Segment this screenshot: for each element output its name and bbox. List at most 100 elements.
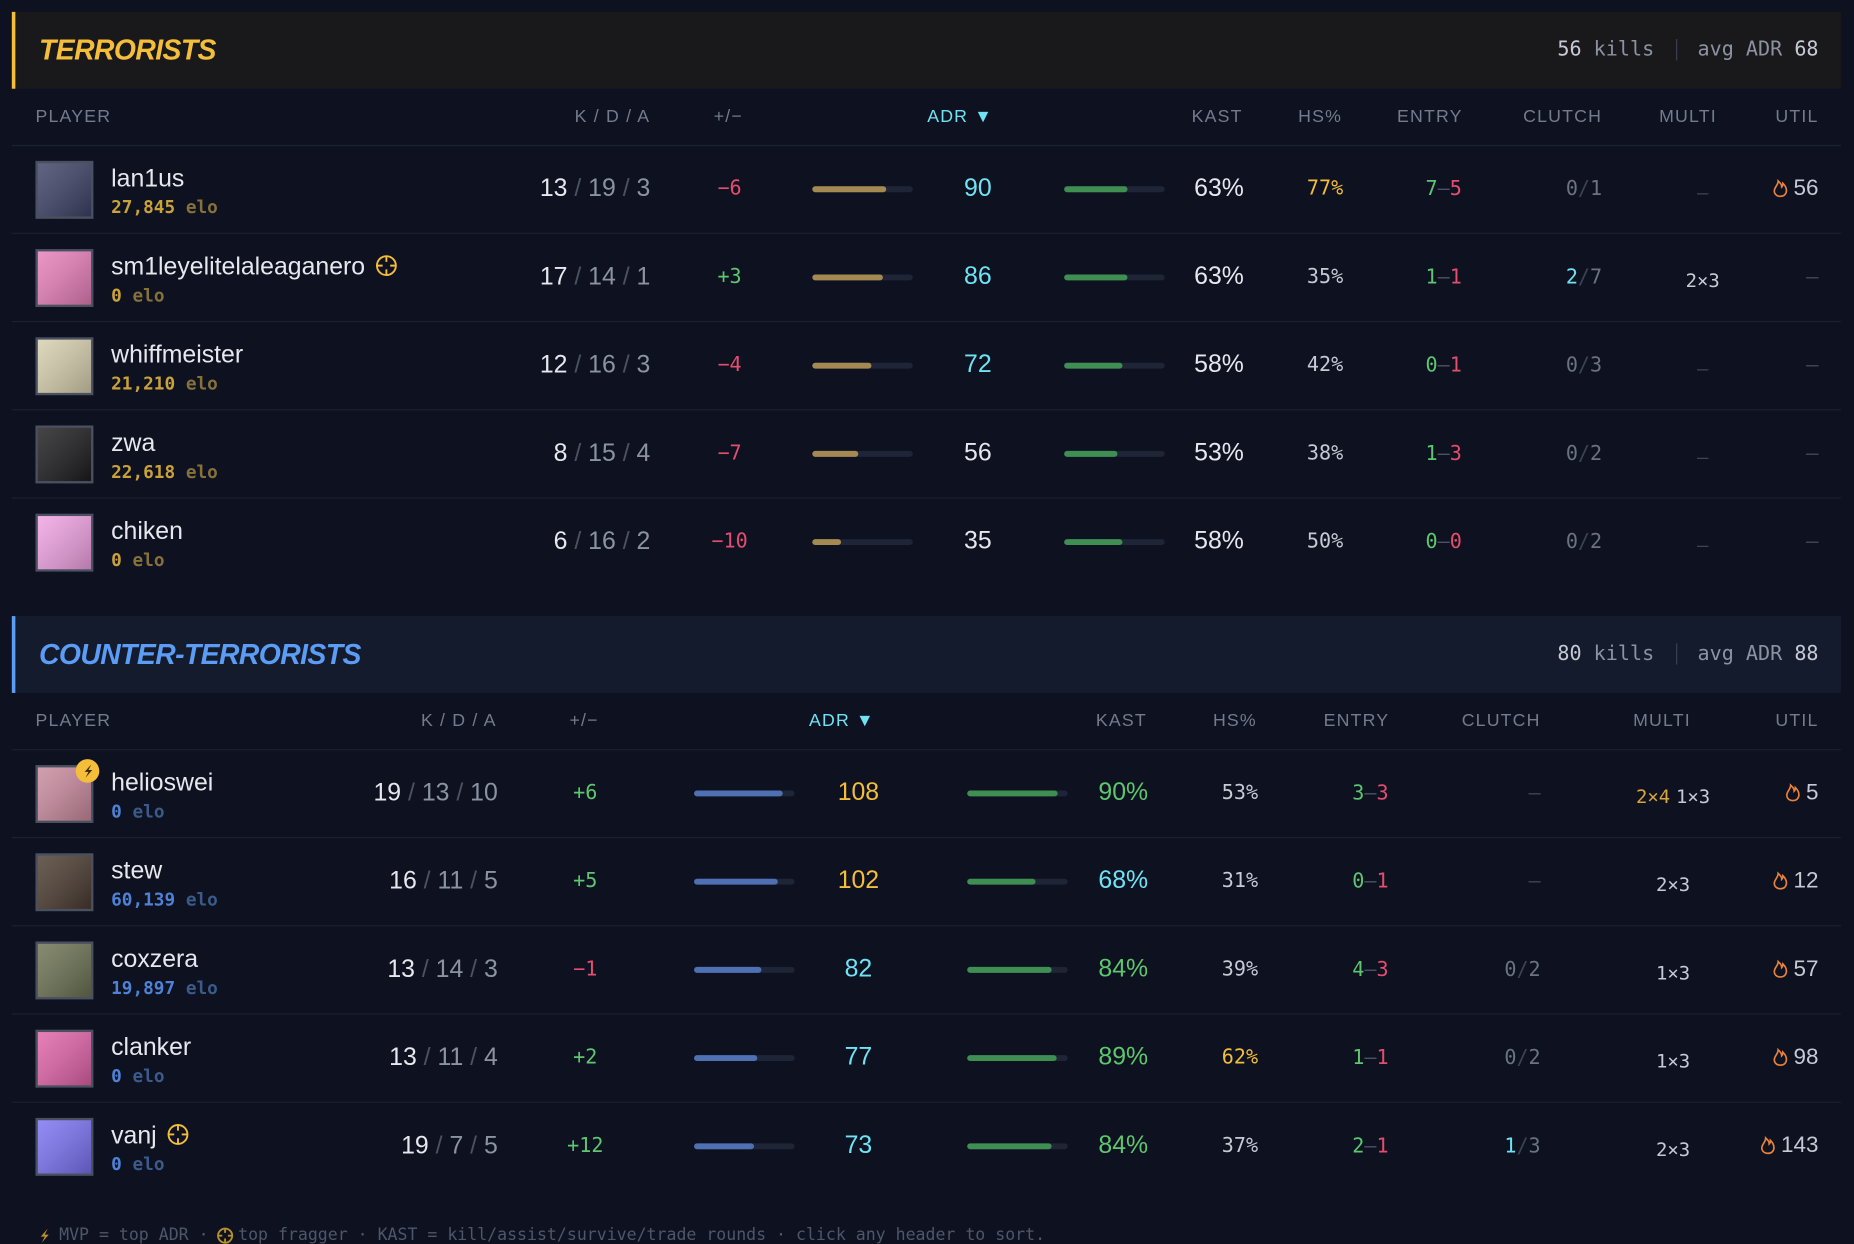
hs-value: 37% <box>1222 1133 1258 1157</box>
multi-kill: — <box>1697 358 1709 380</box>
kast-value: 68% <box>1098 867 1148 894</box>
column-header[interactable]: MULTI <box>1633 710 1691 730</box>
multi-kill: 2×3 <box>1686 269 1720 291</box>
clutch: 0/1 <box>1566 176 1602 200</box>
kda: 16 / 11 / 5 <box>389 867 498 894</box>
adr-value: 86 <box>964 263 992 290</box>
kda: 19 / 7 / 5 <box>401 1132 498 1159</box>
util-icon <box>1773 959 1788 978</box>
util-icon <box>1761 1136 1775 1155</box>
multi: — <box>1697 446 1709 468</box>
util: – <box>1806 440 1819 465</box>
adr-bar <box>812 362 872 369</box>
player-name: vanj <box>111 1122 157 1149</box>
footer-text: top fragger · KAST = kill/assist/survive… <box>238 1225 1045 1244</box>
entry: 1–1 <box>1426 264 1462 288</box>
util-icon <box>1773 871 1788 890</box>
entry: 1–3 <box>1426 440 1462 464</box>
column-header[interactable]: HS% <box>1213 710 1257 730</box>
player-name: chiken <box>111 518 183 545</box>
kast-value: 84% <box>1098 1132 1148 1159</box>
kda: 13 / 14 / 3 <box>387 955 497 982</box>
player-row[interactable]: zwa 22,618 elo 8 / 15 / 4 −7 56 53% 38% 1–3 0/2 —… <box>11 425 1841 499</box>
player-row[interactable]: whiffmeister 21,210 elo 12 / 16 / 3 −4 72 58%… <box>11 337 1841 411</box>
adr-value: 73 <box>845 1132 873 1159</box>
util-icon <box>1786 783 1800 802</box>
team-table: COUNTER-TERRORISTS 80 kills avg ADR 88 PLAY… <box>11 616 1841 1176</box>
column-header[interactable]: K / D / A <box>421 710 497 730</box>
player-row[interactable]: helioswei 0 elo 19 / 13 / 10 +6 108 90% 53% 3–3… <box>11 759 1841 839</box>
adr-value: 77 <box>845 1044 873 1071</box>
kast-bar <box>967 790 1058 797</box>
column-header[interactable]: ENTRY <box>1324 710 1390 730</box>
team-kills: 80 kills <box>1557 640 1654 664</box>
avatar-shade <box>37 427 92 482</box>
mvp-icon <box>84 764 93 778</box>
kast-bar <box>1064 362 1123 369</box>
multi-kill: — <box>1697 181 1709 203</box>
player-name: whiffmeister <box>110 342 243 369</box>
column-header[interactable]: K / D / A <box>575 106 651 126</box>
util-icon <box>1773 1047 1788 1066</box>
column-header[interactable]: +/− <box>570 710 599 730</box>
column-header[interactable]: +/− <box>714 106 743 126</box>
player-name: clanker <box>111 1034 191 1061</box>
column-header[interactable]: KAST <box>1096 710 1147 730</box>
hs-value: 50% <box>1307 529 1343 553</box>
adr-bar <box>694 966 762 973</box>
player-name: lan1us <box>111 165 184 192</box>
kda: 6 / 16 / 2 <box>554 528 651 555</box>
multi-kill: 1×3 <box>1676 785 1710 807</box>
column-header[interactable]: ADR ▼ <box>927 106 993 126</box>
player-elo: 21,210 elo <box>111 375 218 395</box>
player-row[interactable]: sm1leyelitelaleaganero 0 elo 17 / 14 / 1 +3… <box>11 249 1841 323</box>
column-header[interactable]: CLUTCH <box>1523 106 1602 126</box>
column-header[interactable]: CLUTCH <box>1462 710 1541 730</box>
player-elo: 0 elo <box>111 551 164 571</box>
multi-kill: 1×3 <box>1656 1050 1690 1072</box>
plus-minus: −6 <box>717 176 741 200</box>
clutch: 0/2 <box>1504 1045 1540 1069</box>
avatar-shade <box>37 1120 92 1174</box>
player-elo: 60,139 elo <box>111 891 218 911</box>
player-row[interactable]: stew 60,139 elo 16 / 11 / 5 +5 102 68% 31% 0–1 –… <box>11 853 1841 927</box>
player-row[interactable]: clanker 0 elo 13 / 11 / 4 +2 77 89% 62% 1–1 0/2 1… <box>11 1029 1841 1103</box>
adr-bar <box>694 1055 758 1062</box>
player-name: stew <box>111 858 162 885</box>
util: 56 <box>1794 175 1819 200</box>
player-row[interactable]: vanj 0 elo 19 / 7 / 5 +12 73 84% 37% 2–1 1/3 2×3 1… <box>35 1117 1819 1176</box>
avatar-shade <box>37 251 92 305</box>
player-elo: 0 elo <box>111 1155 164 1175</box>
hs-value: 39% <box>1222 956 1258 980</box>
plus-minus: −4 <box>717 352 741 376</box>
util: 5 <box>1806 779 1819 804</box>
column-header[interactable]: UTIL <box>1775 106 1818 126</box>
team-header <box>11 11 1841 89</box>
column-header[interactable]: KAST <box>1192 106 1243 126</box>
avatar-shade <box>37 855 92 909</box>
player-row[interactable]: chiken 0 elo 6 / 16 / 2 −10 35 58% 50% 0–0 0/2 — – <box>35 513 1819 572</box>
multi: 2×4 1×3 <box>1636 785 1710 807</box>
kast-value: 90% <box>1098 779 1148 806</box>
team-table: TERRORISTS 56 kills avg ADR 68 PLAYER K / D … <box>11 11 1841 572</box>
multi-kill: 2×3 <box>1656 874 1690 896</box>
player-row[interactable]: coxzera 19,897 elo 13 / 14 / 3 −1 82 84% 39% 4–… <box>11 941 1841 1015</box>
hs-value: 31% <box>1222 868 1258 892</box>
column-header[interactable]: ENTRY <box>1397 106 1463 126</box>
adr-bar <box>812 539 842 546</box>
hs-value: 35% <box>1307 264 1343 288</box>
avatar-shade <box>37 516 92 570</box>
column-header[interactable]: HS% <box>1298 106 1342 126</box>
player-elo: 0 elo <box>111 286 164 306</box>
clutch: 0/2 <box>1566 440 1602 464</box>
util: – <box>1806 352 1819 377</box>
multi-kill: — <box>1697 534 1709 556</box>
adr-value: 82 <box>845 955 873 982</box>
adr-value: 56 <box>964 439 992 466</box>
column-header[interactable]: MULTI <box>1659 106 1717 126</box>
column-header[interactable]: ADR ▼ <box>809 710 875 730</box>
hs-value: 38% <box>1307 440 1343 464</box>
column-header[interactable]: UTIL <box>1775 710 1818 730</box>
multi: 1×3 <box>1656 962 1690 984</box>
player-row[interactable]: lan1us 27,845 elo 13 / 19 / 3 −6 90 63% 77% 7–5… <box>11 160 1841 234</box>
